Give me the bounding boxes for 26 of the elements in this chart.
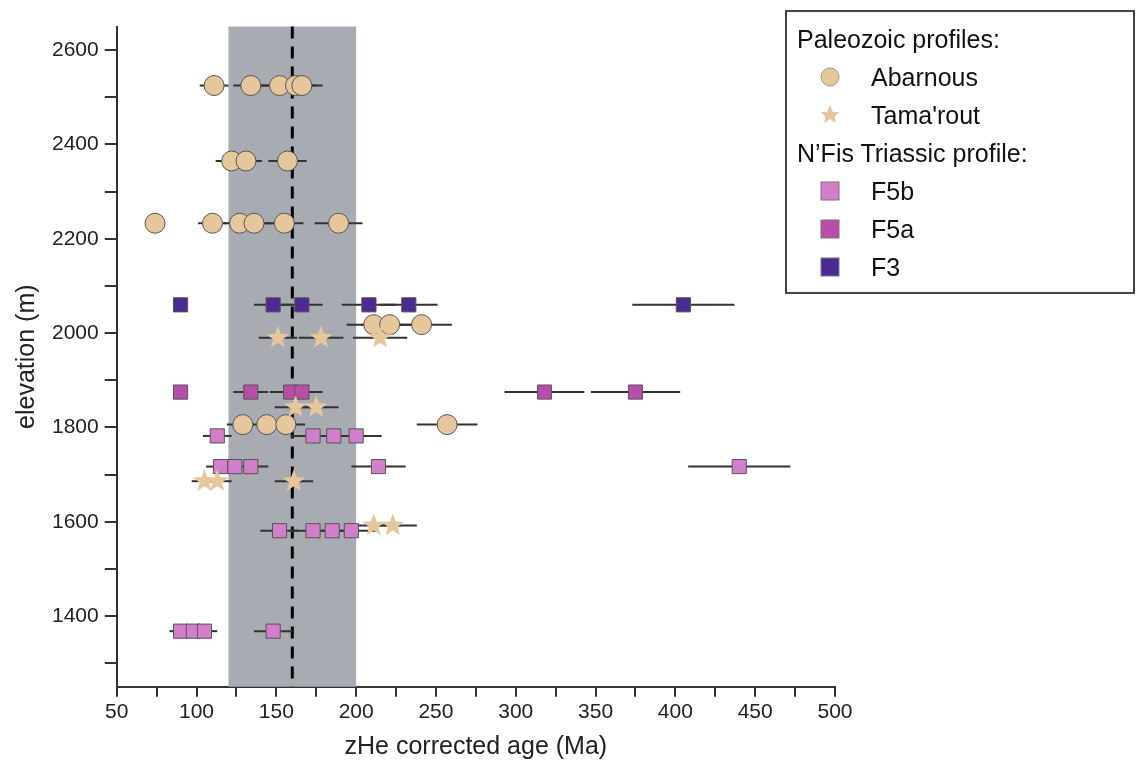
- legend-title: Paleozoic profiles:: [797, 24, 1001, 55]
- legend-label: F3: [871, 252, 901, 283]
- legend-label: Tama'rout: [871, 100, 980, 131]
- annotation: N’Fis Triassic profile:: [797, 138, 1029, 169]
- y-tick-label: 1400: [52, 602, 99, 626]
- x-axis-title: zHe corrected age (Ma): [344, 730, 608, 759]
- y-tick-label: 1800: [52, 414, 99, 438]
- y-tick-label: 2400: [52, 131, 99, 155]
- y-axis-title: elevation (m): [10, 284, 39, 429]
- y-tick-label: 2000: [52, 319, 99, 343]
- x-tick-label: 500: [817, 699, 853, 723]
- x-tick-label: 200: [338, 699, 374, 723]
- x-tick-label: 350: [578, 699, 614, 723]
- y-tick-label: 2600: [52, 36, 99, 60]
- x-tick-label: 250: [418, 699, 454, 723]
- y-tick-label: 1600: [52, 508, 99, 532]
- legend-label: F5a: [871, 214, 915, 245]
- x-tick-label: 400: [657, 699, 693, 723]
- legend-label: Abarnous: [871, 62, 979, 93]
- y-tick-label: 2200: [52, 225, 99, 249]
- x-tick-label: 150: [258, 699, 294, 723]
- x-tick-label: 450: [737, 699, 773, 723]
- x-tick-label: 300: [498, 699, 534, 723]
- x-tick-label: 100: [179, 699, 215, 723]
- legend-label: F5b: [871, 176, 915, 207]
- x-tick-label: 50: [105, 699, 129, 723]
